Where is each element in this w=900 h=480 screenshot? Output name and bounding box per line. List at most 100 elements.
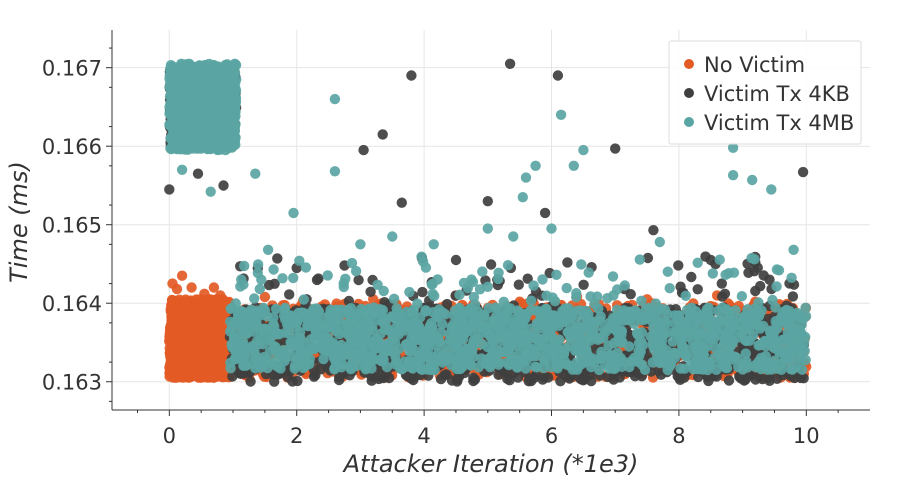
data-point bbox=[208, 282, 220, 293]
data-point bbox=[192, 135, 204, 147]
data-point bbox=[513, 279, 524, 290]
data-point bbox=[334, 372, 345, 383]
data-point bbox=[192, 168, 204, 179]
data-point bbox=[787, 291, 799, 302]
data-point bbox=[172, 84, 183, 95]
data-point bbox=[179, 299, 191, 310]
data-point bbox=[165, 121, 177, 132]
data-point bbox=[225, 363, 236, 374]
data-point bbox=[552, 70, 564, 81]
data-point bbox=[292, 375, 303, 387]
data-point bbox=[318, 353, 329, 365]
data-point bbox=[396, 197, 407, 208]
data-point bbox=[417, 286, 428, 298]
data-point bbox=[203, 64, 214, 75]
data-point bbox=[180, 130, 191, 141]
data-point bbox=[539, 207, 551, 219]
data-point bbox=[169, 99, 180, 111]
data-point bbox=[705, 254, 716, 266]
data-point bbox=[167, 330, 178, 341]
data-point bbox=[358, 144, 369, 156]
data-point bbox=[712, 305, 724, 317]
data-point bbox=[441, 298, 453, 310]
data-point bbox=[648, 225, 659, 236]
data-point bbox=[610, 143, 621, 154]
data-point bbox=[198, 356, 209, 367]
data-point bbox=[182, 324, 193, 335]
data-point bbox=[229, 126, 240, 137]
data-point bbox=[579, 374, 590, 385]
data-point bbox=[468, 372, 479, 383]
data-point bbox=[197, 346, 208, 358]
data-point bbox=[210, 344, 221, 356]
data-point bbox=[377, 129, 388, 140]
data-point bbox=[200, 307, 211, 319]
data-point bbox=[764, 274, 775, 285]
data-point bbox=[220, 144, 231, 156]
data-point bbox=[559, 370, 570, 381]
data-point bbox=[221, 110, 232, 121]
data-point bbox=[187, 63, 198, 74]
data-point bbox=[204, 101, 216, 113]
data-point bbox=[229, 102, 241, 113]
data-point bbox=[529, 372, 540, 383]
data-point bbox=[504, 375, 515, 386]
data-point bbox=[485, 259, 497, 270]
data-point bbox=[522, 273, 533, 284]
data-point bbox=[209, 109, 220, 120]
data-point bbox=[184, 104, 196, 116]
data-point bbox=[180, 122, 191, 134]
data-point bbox=[667, 336, 678, 347]
data-point bbox=[229, 139, 240, 150]
data-point bbox=[183, 353, 195, 365]
data-point bbox=[642, 252, 654, 264]
data-point bbox=[164, 184, 175, 195]
data-point bbox=[210, 128, 221, 140]
data-point bbox=[171, 283, 183, 295]
data-point bbox=[263, 279, 275, 291]
data-point bbox=[268, 312, 279, 323]
data-point bbox=[214, 360, 225, 372]
data-point bbox=[538, 371, 550, 383]
data-point bbox=[562, 257, 573, 268]
data-point bbox=[381, 361, 393, 373]
data-point bbox=[228, 86, 240, 98]
data-point bbox=[353, 274, 364, 286]
data-point bbox=[171, 317, 182, 328]
data-point bbox=[313, 273, 324, 284]
data-point bbox=[632, 329, 643, 340]
data-point bbox=[719, 288, 731, 299]
data-point bbox=[169, 304, 181, 315]
data-point bbox=[169, 132, 180, 143]
data-point bbox=[229, 58, 240, 69]
data-point bbox=[435, 373, 447, 385]
data-point bbox=[215, 290, 226, 301]
data-point bbox=[171, 71, 182, 82]
data-point bbox=[692, 284, 703, 295]
data-point bbox=[186, 282, 197, 293]
data-point bbox=[259, 291, 271, 303]
data-point bbox=[179, 364, 190, 375]
data-point bbox=[168, 356, 180, 367]
data-point bbox=[504, 58, 516, 69]
data-point bbox=[800, 354, 811, 366]
data-point bbox=[284, 289, 295, 300]
data-point bbox=[373, 373, 385, 385]
data-point bbox=[169, 347, 180, 358]
data-point bbox=[203, 368, 214, 379]
data-point bbox=[176, 270, 188, 281]
data-point bbox=[512, 372, 524, 383]
data-point bbox=[187, 113, 198, 125]
data-point bbox=[164, 367, 175, 379]
data-point bbox=[227, 76, 238, 87]
data-point bbox=[406, 70, 417, 81]
data-point bbox=[194, 323, 205, 334]
data-point bbox=[211, 84, 222, 96]
data-point bbox=[199, 94, 210, 106]
data-point bbox=[212, 63, 223, 74]
data-point bbox=[745, 370, 757, 381]
data-point bbox=[771, 373, 783, 384]
data-point bbox=[192, 298, 203, 309]
data-point bbox=[750, 285, 761, 297]
data-point bbox=[797, 166, 809, 178]
